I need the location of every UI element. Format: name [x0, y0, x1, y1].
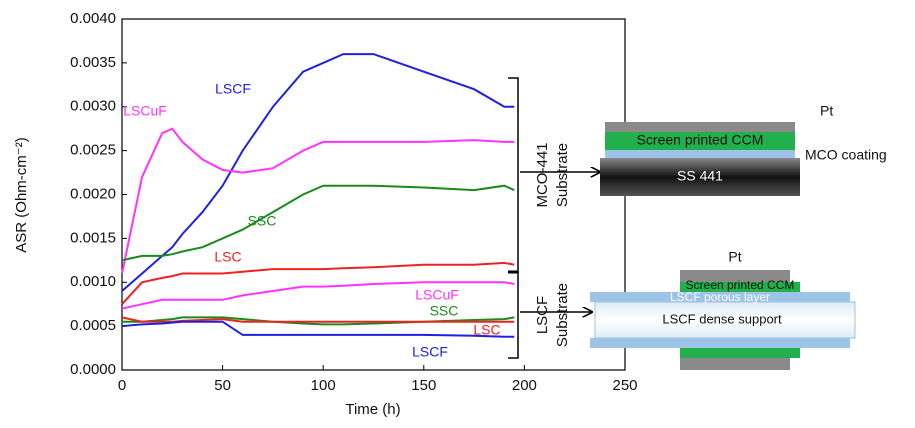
- x-axis-title: Time (h): [345, 401, 400, 418]
- group-label: Substrate: [554, 143, 571, 207]
- diagram-label: Screen printed CCM: [637, 132, 764, 148]
- top-diagram: Pt Screen printed CCM MCO coating SS 441: [600, 103, 887, 196]
- series-line: [121, 261, 515, 305]
- y-tick-label: 0.0030: [70, 98, 116, 115]
- diagram-label: MCO coating: [805, 147, 887, 163]
- series-label: LSCF: [412, 344, 448, 360]
- brackets: [508, 77, 600, 359]
- series-label: LSCF: [215, 81, 251, 97]
- series-label: LSC: [473, 322, 500, 338]
- series-line: [121, 281, 515, 310]
- series-line: [121, 184, 515, 262]
- series-label: LSC: [214, 249, 241, 265]
- x-tick-label: 150: [411, 377, 436, 394]
- y-tick-label: 0.0040: [70, 10, 116, 27]
- y-tick-label: 0.0015: [70, 229, 116, 246]
- y-tick-label: 0.0005: [70, 317, 116, 334]
- diagram-label: SS 441: [677, 168, 723, 184]
- series-line: [121, 320, 515, 338]
- bottom-diagram: Pt Screen printed CCM LSCF porous layer …: [590, 249, 856, 370]
- series-label: LSCuF: [415, 287, 459, 303]
- series-label: SSC: [430, 303, 459, 319]
- x-tick-label: 0: [118, 377, 126, 394]
- x-tick-label: 50: [214, 377, 231, 394]
- x-tick-label: 100: [311, 377, 336, 394]
- series-line: [121, 53, 515, 292]
- series-line: [121, 316, 515, 323]
- group-label: LSCF: [534, 296, 551, 334]
- group-label: MCO-441: [534, 142, 551, 207]
- y-tick-label: 0.0000: [70, 361, 116, 378]
- y-tick-label: 0.0010: [70, 273, 116, 290]
- series-line: [121, 127, 515, 274]
- series-label: LSCuF: [123, 103, 167, 119]
- group-label: Substrate: [554, 283, 571, 347]
- diagram-label: Screen printed CCM: [686, 278, 795, 292]
- x-tick-label: 250: [612, 377, 637, 394]
- y-tick-label: 0.0025: [70, 142, 116, 159]
- x-tick-label: 200: [512, 377, 537, 394]
- y-tick-label: 0.0035: [70, 54, 116, 71]
- y-axis-title: ASR (Ohm-cm⁻²): [13, 137, 30, 252]
- diagram-label: LSCF dense support: [662, 311, 782, 326]
- diagram-label: Pt: [728, 249, 741, 265]
- series-label: SSC: [248, 213, 277, 229]
- diagram-label: Pt: [820, 103, 833, 119]
- diagram-label: LSCF porous layer: [670, 290, 770, 304]
- y-tick-label: 0.0020: [70, 185, 116, 202]
